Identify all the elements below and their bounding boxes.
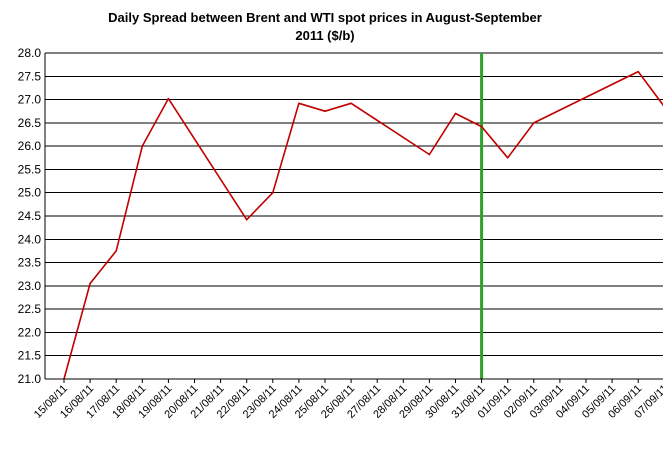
axes [44, 53, 663, 380]
data-point [637, 70, 639, 73]
y-tick-label: 27.5 [18, 69, 42, 83]
data-point [167, 97, 170, 100]
data-point [506, 156, 509, 159]
y-tick-label: 26.5 [18, 116, 42, 130]
data-point [533, 122, 535, 124]
y-tick-label: 25.0 [18, 186, 42, 200]
y-tick-label: 22.0 [18, 325, 42, 339]
x-axis-ticks: 15/08/1116/08/1117/08/1118/08/1119/08/11… [32, 379, 663, 421]
chart-title-line-1: Daily Spread between Brent and WTI spot … [108, 10, 542, 25]
data-point [350, 102, 352, 105]
data-point [454, 112, 457, 115]
y-tick-label: 21.5 [18, 349, 42, 363]
chart-title-line-2: 2011 ($/b) [295, 28, 354, 43]
data-point [298, 102, 300, 105]
y-axis-ticks: 21.0 21.5 22.0 22.5 23.0 23.5 24.0 24.5 25.0 25.5… [18, 46, 42, 386]
data-point [324, 110, 326, 113]
grid-lines [45, 52, 663, 380]
data-point [141, 145, 144, 147]
y-tick-label: 24.5 [18, 209, 42, 223]
data-point [245, 218, 248, 221]
y-tick-label: 22.5 [18, 302, 42, 316]
data-point [272, 191, 274, 194]
y-tick-label: 24.0 [18, 232, 42, 246]
data-point [89, 282, 91, 285]
series-group [63, 70, 663, 380]
data-point [428, 153, 431, 156]
data-point [480, 125, 483, 128]
y-tick-label: 25.5 [18, 162, 42, 176]
y-tick-label: 23.5 [18, 256, 42, 270]
y-tick-label: 28.0 [18, 46, 42, 60]
y-tick-label: 26.0 [18, 139, 42, 153]
data-point [115, 250, 117, 252]
y-tick-label: 21.0 [18, 372, 42, 386]
y-tick-label: 23.0 [18, 279, 42, 293]
y-tick-label: 27.0 [18, 93, 42, 107]
